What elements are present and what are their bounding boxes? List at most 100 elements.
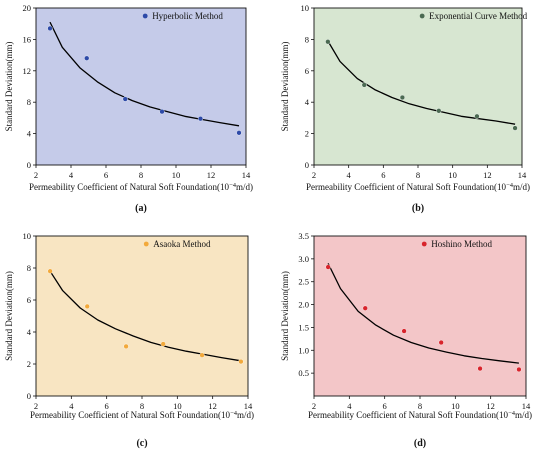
panel-b-data-point bbox=[399, 94, 406, 101]
panel-b-y-tick-label: 10 bbox=[301, 3, 310, 13]
panel-d-data-point bbox=[401, 328, 407, 334]
panel-c-y-tick-label: 0 bbox=[27, 391, 31, 401]
panel-a-x-tick-label: 12 bbox=[207, 170, 216, 180]
panel-a-x-tick-label: 2 bbox=[34, 170, 38, 180]
panel-d-y-axis-label: Standard Deviation(mm) bbox=[280, 271, 290, 361]
panel-a-y-tick-label: 0 bbox=[27, 160, 31, 170]
panel-c-data-point bbox=[84, 303, 90, 310]
panel-c-data-point bbox=[47, 268, 53, 274]
panel-b-legend-label: Exponential Curve Method bbox=[429, 11, 527, 21]
panel-a-data-point bbox=[197, 116, 204, 122]
panel-d-y-tick-label: 2.5 bbox=[298, 277, 309, 287]
panel-d-legend-marker bbox=[421, 241, 427, 247]
panel-c-y-tick-label: 10 bbox=[23, 231, 32, 241]
panel-c-x-tick-label: 4 bbox=[69, 401, 74, 411]
panel-a-data-point bbox=[236, 130, 242, 136]
panel-d-y-tick-label: 3.5 bbox=[298, 231, 309, 241]
panel-b-x-tick-label: 10 bbox=[448, 170, 457, 180]
panel-d-fit-curve bbox=[327, 263, 519, 364]
panel-b-frame bbox=[313, 7, 523, 166]
panel-b-legend-marker bbox=[419, 13, 425, 19]
panel-d-data-point bbox=[362, 305, 368, 311]
panel-b-x-tick-label: 8 bbox=[416, 170, 420, 180]
panel-d-x-tick-label: 14 bbox=[522, 401, 531, 411]
panel-d-data-point bbox=[516, 366, 522, 373]
panel-b-y-tick-label: 2 bbox=[305, 129, 309, 139]
panel-c-y-tick-label: 8 bbox=[27, 263, 31, 273]
panel-b-x-axis-label: Permeability Coefficient of Natural Soft… bbox=[306, 182, 530, 192]
panel-a-plot-area bbox=[36, 8, 246, 165]
panel-b-data-point bbox=[512, 125, 518, 131]
panel-b-y-tick-label: 4 bbox=[305, 97, 310, 107]
panel-a-y-tick-label: 20 bbox=[23, 3, 32, 13]
panel-a-x-tick-label: 4 bbox=[69, 170, 74, 180]
panel-b-data-point bbox=[325, 39, 331, 45]
panel-a-y-tick-label: 4 bbox=[27, 129, 32, 139]
panel-a: 2 4 6 8 10 12 14 0 4 8 12 16 20 Hyperbolic Method Stan… bbox=[4, 3, 253, 214]
panel-d-x-tick-label: 4 bbox=[347, 401, 352, 411]
panel-a-y-tick-label: 8 bbox=[27, 97, 31, 107]
panel-c-y-axis-label: Standard Deviation(mm) bbox=[4, 271, 14, 361]
panel-c-y-tick-label: 6 bbox=[27, 295, 31, 305]
panel-b-data-point bbox=[361, 82, 367, 88]
panel-d-y-tick-label: 0.5 bbox=[298, 368, 309, 378]
panel-a-caption: (a) bbox=[135, 203, 147, 214]
panel-a-x-tick-label: 10 bbox=[172, 170, 181, 180]
panel-d-x-axis-label: Permeability Coefficient of Natural Soft… bbox=[308, 410, 532, 420]
panel-a-data-point bbox=[122, 96, 128, 102]
panel-b-data-point bbox=[474, 113, 480, 119]
panel-c-data-point bbox=[238, 359, 244, 365]
panel-b-y-tick-label: 0 bbox=[305, 160, 309, 170]
panel-c-frame bbox=[35, 235, 249, 397]
panel-b-y-tick-label: 8 bbox=[305, 34, 309, 44]
panel-c-legend-marker bbox=[143, 241, 149, 247]
panel-c-caption: (c) bbox=[136, 438, 147, 449]
panel-a-x-tick-label: 14 bbox=[242, 170, 251, 180]
panel-c-y-tick-label: 4 bbox=[27, 327, 32, 337]
panel-a-data-point bbox=[47, 25, 53, 32]
panel-b-x-tick-label: 2 bbox=[312, 170, 316, 180]
panel-a-data-point bbox=[159, 109, 165, 115]
panel-c-x-tick-label: 2 bbox=[34, 401, 38, 411]
panel-a-y-tick-label: 12 bbox=[23, 66, 32, 76]
panel-d-x-tick-label: 6 bbox=[383, 401, 387, 411]
panel-c-x-tick-label: 10 bbox=[173, 401, 182, 411]
panel-c-x-axis-label: Permeability Coefficient of Natural Soft… bbox=[30, 410, 254, 420]
panel-c-x-tick-label: 8 bbox=[140, 401, 144, 411]
panel-b-x-tick-label: 14 bbox=[518, 170, 527, 180]
panel-d-frame bbox=[313, 235, 527, 397]
panel-b-caption: (b) bbox=[412, 203, 424, 214]
panel-b-fit-curve bbox=[327, 40, 516, 125]
panel-a-frame bbox=[35, 7, 247, 166]
panel-c-x-tick-label: 6 bbox=[105, 401, 109, 411]
panel-b-x-tick-label: 4 bbox=[347, 170, 352, 180]
panel-d-x-tick-label: 8 bbox=[418, 401, 422, 411]
panel-d-legend-label: Hoshino Method bbox=[431, 239, 492, 249]
panel-c-data-point bbox=[160, 341, 166, 347]
panel-a-x-tick-label: 6 bbox=[104, 170, 108, 180]
panel-a-x-tick-label: 8 bbox=[139, 170, 143, 180]
panel-d-y-tick-label: 1.0 bbox=[298, 345, 309, 355]
panel-a-x-axis-label: Permeability Coefficient of Natural Soft… bbox=[29, 182, 253, 192]
panel-b-data-point bbox=[436, 108, 442, 114]
panel-b-plot-area bbox=[314, 8, 522, 165]
panel-b-x-tick-label: 6 bbox=[381, 170, 385, 180]
panel-d-plot-area bbox=[314, 236, 526, 396]
panel-d-y-tick-label: 1.5 bbox=[298, 322, 309, 332]
panel-c-x-tick-label: 12 bbox=[208, 401, 217, 411]
panel-a-y-tick-label: 16 bbox=[23, 34, 32, 44]
panel-d-x-tick-label: 10 bbox=[451, 401, 460, 411]
panel-d-x-tick-label: 2 bbox=[312, 401, 316, 411]
panel-d-y-tick-label: 2.0 bbox=[298, 300, 309, 310]
panel-d-data-point bbox=[477, 365, 483, 372]
panel-c-fit-curve bbox=[49, 270, 242, 362]
panel-c-data-point bbox=[199, 352, 205, 358]
panel-d-data-point bbox=[325, 264, 331, 270]
panel-c-data-point bbox=[123, 343, 129, 350]
panel-c-plot-area bbox=[36, 236, 248, 396]
panel-b-y-axis-label: Standard Deviation(mm) bbox=[280, 42, 290, 132]
panel-c-legend-label: Asaoka Method bbox=[153, 239, 211, 249]
